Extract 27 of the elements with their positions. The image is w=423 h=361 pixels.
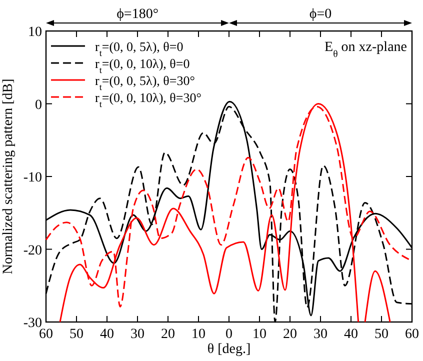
text: ϕ=0 [309, 7, 332, 22]
x-tick-label: 50 [374, 327, 388, 342]
legend-label: r$_{t}$=(0, 0, 10λ), θ=30° [95, 90, 202, 109]
y-tick-label: 0 [35, 98, 42, 113]
legend-label: r$_{t}$=(0, 0, 5λ), θ=0 [95, 39, 184, 58]
x-tick-label: 10 [252, 327, 266, 342]
x-tick-label: 30 [314, 327, 328, 342]
legend-label: r$_{t}$=(0, 0, 5λ), θ=30° [95, 73, 195, 92]
x-tick-label: 20 [283, 327, 297, 342]
y-tick-label: 10 [28, 25, 42, 40]
x-tick-label: 50 [70, 327, 84, 342]
x-tick-label: 0 [226, 327, 232, 342]
x-tick-label: 40 [344, 327, 358, 342]
x-tick-label: 60 [39, 327, 53, 342]
y-tick-label: -20 [23, 243, 42, 258]
x-tick-label: 10 [192, 327, 206, 342]
x-tick-label: 30 [130, 327, 144, 342]
text: ϕ=180° [116, 7, 158, 22]
annotation: E$_{θ}$ on xz-plane [324, 40, 407, 60]
x-tick-label: 40 [100, 327, 114, 342]
y-tick-label: -10 [23, 170, 42, 186]
y-tick-label: -30 [23, 316, 42, 331]
legend-label: r$_{t}$=(0, 0, 10λ), θ=0 [95, 56, 190, 75]
x-axis-title: θ [deg.] [207, 342, 251, 357]
y-axis-title: Normalized scattering pattern [dB] [1, 78, 16, 274]
x-tick-label: 20 [161, 327, 175, 342]
x-tick-label: 60 [405, 327, 419, 342]
